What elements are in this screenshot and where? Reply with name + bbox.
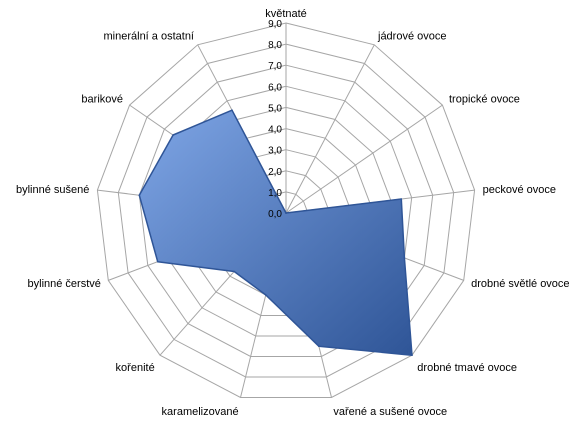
- category-label-0: květnaté: [265, 8, 307, 20]
- tick-label: 7,0: [268, 61, 282, 72]
- category-label-8: kořenité: [116, 362, 155, 374]
- data-point-7: [265, 294, 267, 296]
- data-point-6: [318, 345, 320, 348]
- category-label-9: bylinné čerstvé: [28, 278, 101, 290]
- category-label-10: bylinné sušené: [16, 184, 89, 196]
- tick-label: 9,0: [268, 19, 282, 30]
- category-label-2: tropické ovoce: [449, 94, 520, 106]
- grid-ring: [96, 22, 476, 398]
- tick-label: 2,0: [268, 167, 282, 178]
- tick-label: 0,0: [268, 209, 282, 220]
- tick-label: 3,0: [268, 146, 282, 157]
- category-label-12: minerální a ostatní: [104, 31, 195, 43]
- radar-series: [138, 109, 413, 357]
- category-label-4: drobné světlé ovoce: [471, 278, 569, 290]
- tick-label: 5,0: [268, 103, 282, 114]
- data-point-10: [138, 194, 141, 196]
- category-label-5: drobné tmavé ovoce: [417, 362, 517, 374]
- tick-label: 8,0: [268, 40, 282, 51]
- radial-tick-labels: 0,0 1,0 2,0 3,0 4,0 5,0 6,0 7,0 8,0 9,0: [268, 19, 282, 220]
- category-labels: květnaté jádrové ovoce tropické ovoce pecko…: [16, 8, 570, 418]
- grid-ring: [138, 64, 434, 357]
- data-point-4: [403, 257, 406, 259]
- data-point-8: [233, 270, 235, 273]
- category-label-6: vařené a sušené ovoce: [333, 406, 447, 418]
- grid-spoke: [285, 44, 375, 214]
- series-area: [138, 109, 413, 356]
- data-point-9: [156, 260, 159, 263]
- data-point-2: [285, 212, 287, 214]
- category-label-3: peckové ovoce: [483, 184, 556, 196]
- tick-label: 1,0: [268, 188, 282, 199]
- tick-label: 4,0: [268, 125, 282, 136]
- data-point-12: [231, 109, 233, 111]
- data-point-5: [411, 354, 413, 357]
- data-point-11: [172, 134, 174, 136]
- category-label-7: karamelizované: [162, 406, 239, 418]
- data-point-3: [400, 198, 403, 200]
- grid-ring: [117, 43, 455, 378]
- grid-spoke: [285, 104, 443, 214]
- category-label-1: jádrové ovoce: [377, 31, 447, 43]
- category-label-11: barikové: [81, 94, 123, 106]
- tick-label: 6,0: [268, 82, 282, 93]
